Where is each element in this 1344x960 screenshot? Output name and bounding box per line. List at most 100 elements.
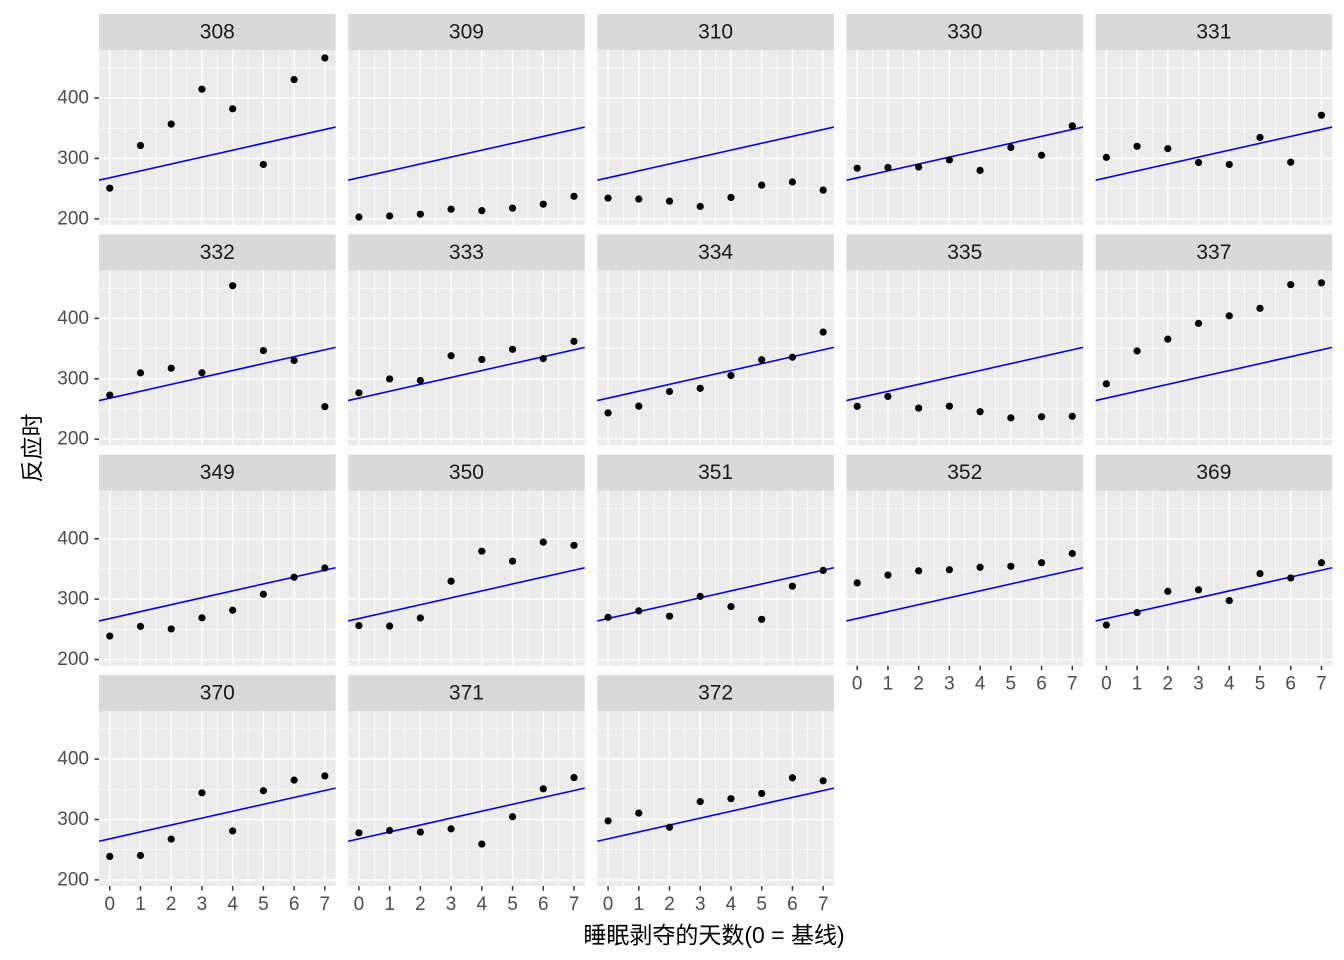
x-tick-label: 6: [1285, 673, 1296, 694]
y-tick-label: 400: [57, 749, 89, 770]
data-point: [758, 181, 766, 189]
x-tick-label: 3: [695, 894, 706, 915]
y-tick-label: 300: [57, 809, 89, 830]
data-point: [788, 178, 797, 186]
y-tick-label: 200: [57, 208, 89, 229]
data-point: [1317, 279, 1326, 287]
data-point: [167, 835, 175, 843]
data-point: [915, 404, 923, 412]
data-point: [1194, 158, 1203, 167]
data-point: [665, 612, 674, 620]
x-tick-label: 2: [166, 894, 177, 915]
data-point: [1164, 587, 1172, 595]
facet-333: 333: [347, 234, 585, 446]
data-point: [1068, 122, 1076, 130]
x-tick-label: 3: [1193, 673, 1204, 694]
data-point: [416, 210, 424, 218]
x-tick-label: 1: [883, 673, 894, 694]
y-tick-label: 300: [57, 368, 89, 389]
data-point: [478, 547, 486, 555]
y-tick-label: 200: [57, 649, 89, 670]
fit-line: [98, 126, 336, 181]
facet-strip-label: 337: [1196, 241, 1231, 264]
data-point: [1007, 143, 1015, 152]
data-point: [696, 384, 704, 392]
x-tick-label: 5: [1006, 673, 1017, 694]
data-point: [1287, 574, 1295, 582]
facet-strip: [348, 675, 585, 712]
facet-370: 370 200 300 400 0 1 2 3 4 5 6 7: [57, 675, 336, 915]
x-tick-label: 2: [1163, 673, 1174, 694]
data-point: [478, 840, 486, 848]
fit-line: [98, 787, 336, 843]
data-point: [386, 212, 394, 220]
facet-strip-label: 335: [947, 241, 982, 264]
data-point: [1317, 559, 1326, 567]
facet-strip-label: 332: [200, 241, 235, 264]
x-axis-title: 睡眠剥夺的天数(0 = 基线): [583, 922, 845, 948]
data-point: [167, 120, 175, 128]
data-point: [355, 389, 363, 397]
x-tick-label: 1: [633, 894, 644, 915]
data-point: [290, 356, 298, 365]
fit-line: [846, 346, 1084, 402]
data-point: [321, 54, 329, 62]
data-point: [945, 566, 953, 574]
x-tick-label: 6: [787, 894, 798, 915]
x-tick-label: 0: [354, 894, 365, 915]
data-point: [1194, 319, 1203, 327]
facet-352: 352 0 1 2 3 4 5 6 7: [846, 454, 1084, 694]
data-point: [1317, 111, 1326, 119]
data-point: [604, 409, 612, 417]
data-point: [321, 772, 329, 780]
y-tick-label: 400: [57, 88, 89, 109]
facet-310: 310: [597, 14, 835, 225]
data-point: [570, 192, 578, 200]
data-point: [604, 613, 612, 621]
data-point: [1287, 281, 1295, 289]
facet-strip: [846, 14, 1084, 50]
data-point: [198, 85, 206, 93]
fit-line: [98, 346, 336, 402]
data-point: [1225, 597, 1233, 605]
data-point: [259, 346, 267, 355]
data-point: [915, 567, 923, 575]
facet-337: 337: [1095, 234, 1333, 446]
y-tick-label: 200: [57, 869, 89, 890]
data-point: [229, 282, 237, 290]
y-tick-label: 300: [57, 589, 89, 610]
data-point: [229, 606, 237, 614]
data-point: [819, 328, 827, 336]
x-tick-label: 3: [944, 673, 955, 694]
facet-strip: [597, 675, 834, 712]
facet-strip-label: 350: [449, 461, 484, 484]
facet-308: 308 200 300 400: [57, 14, 336, 229]
facet-strip: [99, 675, 336, 712]
x-tick-label: 5: [756, 894, 767, 915]
x-tick-label: 4: [477, 894, 488, 915]
facet-strip: [597, 14, 834, 50]
data-point: [136, 851, 145, 860]
data-point: [1102, 153, 1110, 161]
data-point: [758, 789, 766, 798]
x-tick-label: 7: [320, 894, 331, 915]
data-point: [1133, 142, 1141, 150]
data-point: [1164, 335, 1172, 343]
facet-strip-label: 372: [698, 682, 733, 705]
facet-369: 369 0 1 2 3 4 5 6 7: [1095, 454, 1333, 694]
data-point: [355, 829, 363, 837]
data-point: [853, 164, 861, 172]
data-point: [976, 563, 984, 571]
x-tick-label: 5: [507, 894, 518, 915]
facet-strip-label: 349: [200, 461, 235, 484]
data-point: [355, 622, 363, 630]
data-point: [508, 204, 517, 212]
data-point: [665, 197, 674, 205]
data-point: [665, 387, 674, 396]
facet-strip: [99, 14, 336, 50]
facet-strip: [1095, 14, 1333, 50]
x-tick-label: 3: [446, 894, 457, 915]
data-point: [727, 193, 735, 202]
facet-strip-label: 330: [947, 21, 982, 44]
data-point: [447, 577, 455, 585]
